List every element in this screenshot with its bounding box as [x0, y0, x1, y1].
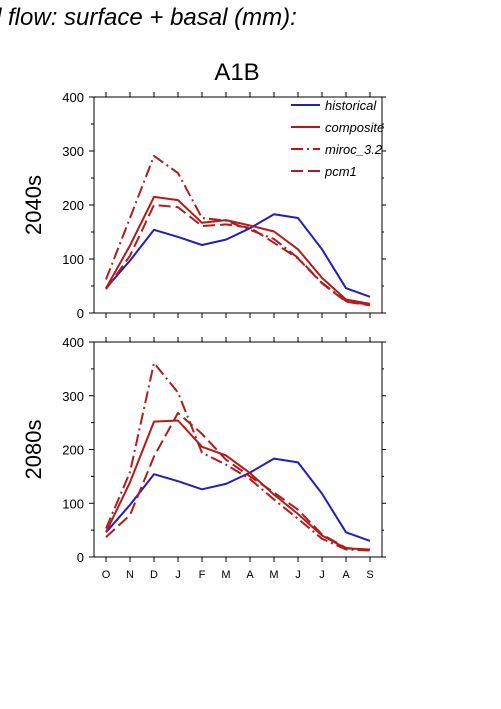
legend-label-historical: historical: [325, 98, 377, 113]
legend-label-composite: composite: [325, 120, 384, 135]
x-tick-label: A: [246, 569, 254, 581]
panel-2040s: 0 100 200 300 400 2040s historical composite mir…: [21, 90, 386, 321]
y-tick-label: 0: [77, 306, 84, 321]
x-tick-label: F: [199, 569, 206, 581]
panel-title: A1B: [214, 59, 259, 86]
x-tick-label: J: [295, 569, 301, 581]
y-tick-label: 100: [62, 496, 84, 511]
y-tick-label: 200: [62, 443, 84, 458]
x-tick-label: O: [102, 569, 111, 581]
figure-title: d flow: surface + basal (mm):: [0, 4, 297, 31]
y-tick-label: 400: [62, 335, 84, 350]
chart-panels: 0 100 200 300 400 2040s historical composite mir…: [21, 90, 386, 581]
x-tick-label: A: [342, 569, 350, 581]
x-tick-label: J: [175, 569, 181, 581]
series-line-pcm1: [105, 204, 371, 307]
x-tick-label: M: [221, 569, 230, 581]
series-line-composite: [105, 195, 371, 305]
y-tick-label: 300: [62, 144, 84, 159]
legend-label-miroc_3.2: miroc_3.2: [325, 142, 383, 157]
series-line-historical: [105, 457, 371, 542]
series-line-pcm1: [105, 411, 371, 551]
plot-frame: [93, 341, 383, 558]
y-tick-label: 100: [62, 252, 84, 267]
x-tick-label: J: [319, 569, 325, 581]
legend-label-pcm1: pcm1: [324, 164, 357, 179]
y-tick-label: 400: [62, 90, 84, 105]
row-label: 2080s: [21, 420, 46, 480]
x-tick-label: S: [366, 569, 373, 581]
y-tick-label: 0: [77, 550, 84, 565]
y-tick-label: 200: [62, 198, 84, 213]
y-tick-label: 300: [62, 389, 84, 404]
x-tick-label: M: [269, 569, 278, 581]
series-line-composite: [105, 419, 371, 551]
panel-2080s: 0 100 200 300 400 O N D J F M A M J J A S 2080s: [21, 335, 386, 581]
series-line-miroc_3.2: [105, 362, 371, 552]
x-tick-label: D: [150, 569, 158, 581]
row-label: 2040s: [21, 175, 46, 235]
series-line-historical: [105, 213, 371, 298]
x-tick-label: N: [126, 569, 134, 581]
